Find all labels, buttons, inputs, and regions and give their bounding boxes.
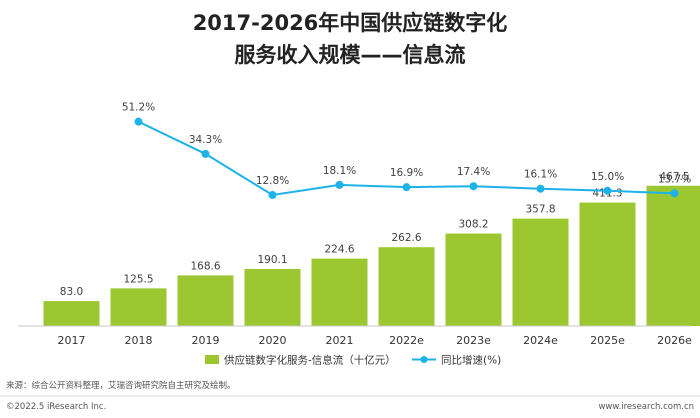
growth-label-2025e: 15.0%	[591, 171, 624, 183]
growth-point-2022e	[402, 183, 411, 192]
legend-line-marker	[420, 356, 428, 363]
x-tick-2021: 2021	[326, 334, 354, 347]
x-tick-2023e: 2023e	[456, 334, 491, 347]
bar-label-2019: 168.6	[190, 260, 220, 272]
chart-title-line1: 2017-2026年中国供应链数字化	[193, 11, 508, 35]
bar-2026e	[646, 185, 700, 326]
x-tick-2025e: 2025e	[590, 334, 625, 347]
growth-point-2019	[201, 149, 210, 158]
growth-point-2025e	[603, 186, 612, 195]
bar-series	[43, 185, 700, 326]
bar-label-2017: 83.0	[60, 286, 83, 298]
x-tick-2017: 2017	[58, 334, 86, 347]
legend-line-label: 同比增速(%)	[441, 354, 501, 367]
x-tick-2024e: 2024e	[523, 334, 558, 347]
bar-2019	[177, 275, 234, 326]
legend-bar-label: 供应链数字化服务-信息流（十亿元）	[224, 354, 396, 367]
copyright-text: ©2022.5 iResearch Inc.	[6, 402, 106, 412]
bar-2018	[110, 288, 167, 326]
website-text: www.iresearch.com.cn	[598, 402, 694, 412]
bar-label-2021: 224.6	[324, 244, 354, 256]
growth-label-2021: 18.1%	[323, 165, 356, 177]
x-tick-2018: 2018	[125, 334, 153, 347]
growth-label-2023e: 17.4%	[457, 166, 490, 178]
growth-line-series	[134, 117, 679, 199]
x-tick-2026e: 2026e	[657, 334, 692, 347]
bar-2020	[244, 268, 301, 326]
growth-point-2021	[335, 180, 344, 189]
growth-label-2024e: 16.1%	[524, 169, 557, 181]
bar-label-2026e: 467.5	[659, 171, 689, 183]
growth-point-2024e	[536, 184, 545, 193]
source-note: 来源：综合公开资料整理，艾瑞咨询研究院自主研究及绘制。	[6, 380, 236, 391]
bar-label-2022e: 262.6	[391, 232, 421, 244]
legend: 供应链数字化服务-信息流（十亿元） 同比增速(%)	[205, 354, 501, 367]
growth-label-2026e: 13.7%	[658, 173, 691, 185]
growth-point-2023e	[469, 182, 478, 191]
growth-label-2018: 51.2%	[122, 102, 155, 114]
bar-label-2018: 125.5	[123, 273, 153, 285]
bar-2024e	[512, 218, 569, 326]
bar-2022e	[378, 247, 435, 326]
x-tick-2019: 2019	[192, 334, 220, 347]
growth-label-2020: 12.8%	[256, 175, 289, 187]
bar-label-2024e: 357.8	[525, 204, 555, 216]
bar-label-2020: 190.1	[257, 254, 287, 266]
x-tick-2020: 2020	[259, 334, 287, 347]
growth-value-labels: 51.2% 34.3% 12.8% 18.1% 16.9% 17.4% 16.1% 15.0%…	[122, 102, 691, 187]
x-tick-2022e: 2022e	[389, 334, 424, 347]
growth-label-2019: 34.3%	[189, 134, 222, 146]
bar-label-2023e: 308.2	[458, 219, 488, 231]
legend-bar-swatch	[205, 355, 219, 364]
growth-point-2018	[134, 117, 143, 126]
chart-title-line2: 服务收入规模——信息流	[235, 43, 466, 67]
bar-2021	[311, 258, 368, 326]
growth-label-2022e: 16.9%	[390, 167, 423, 179]
bar-2017	[43, 301, 100, 326]
growth-point-2020	[268, 191, 277, 199]
x-axis-tick-labels: 2017 2018 2019 2020 2021 2022e 2023e 2024e 2025e…	[58, 334, 693, 347]
bar-2023e	[445, 233, 502, 326]
bar-2025e	[579, 202, 636, 326]
growth-point-2026e	[670, 189, 679, 198]
